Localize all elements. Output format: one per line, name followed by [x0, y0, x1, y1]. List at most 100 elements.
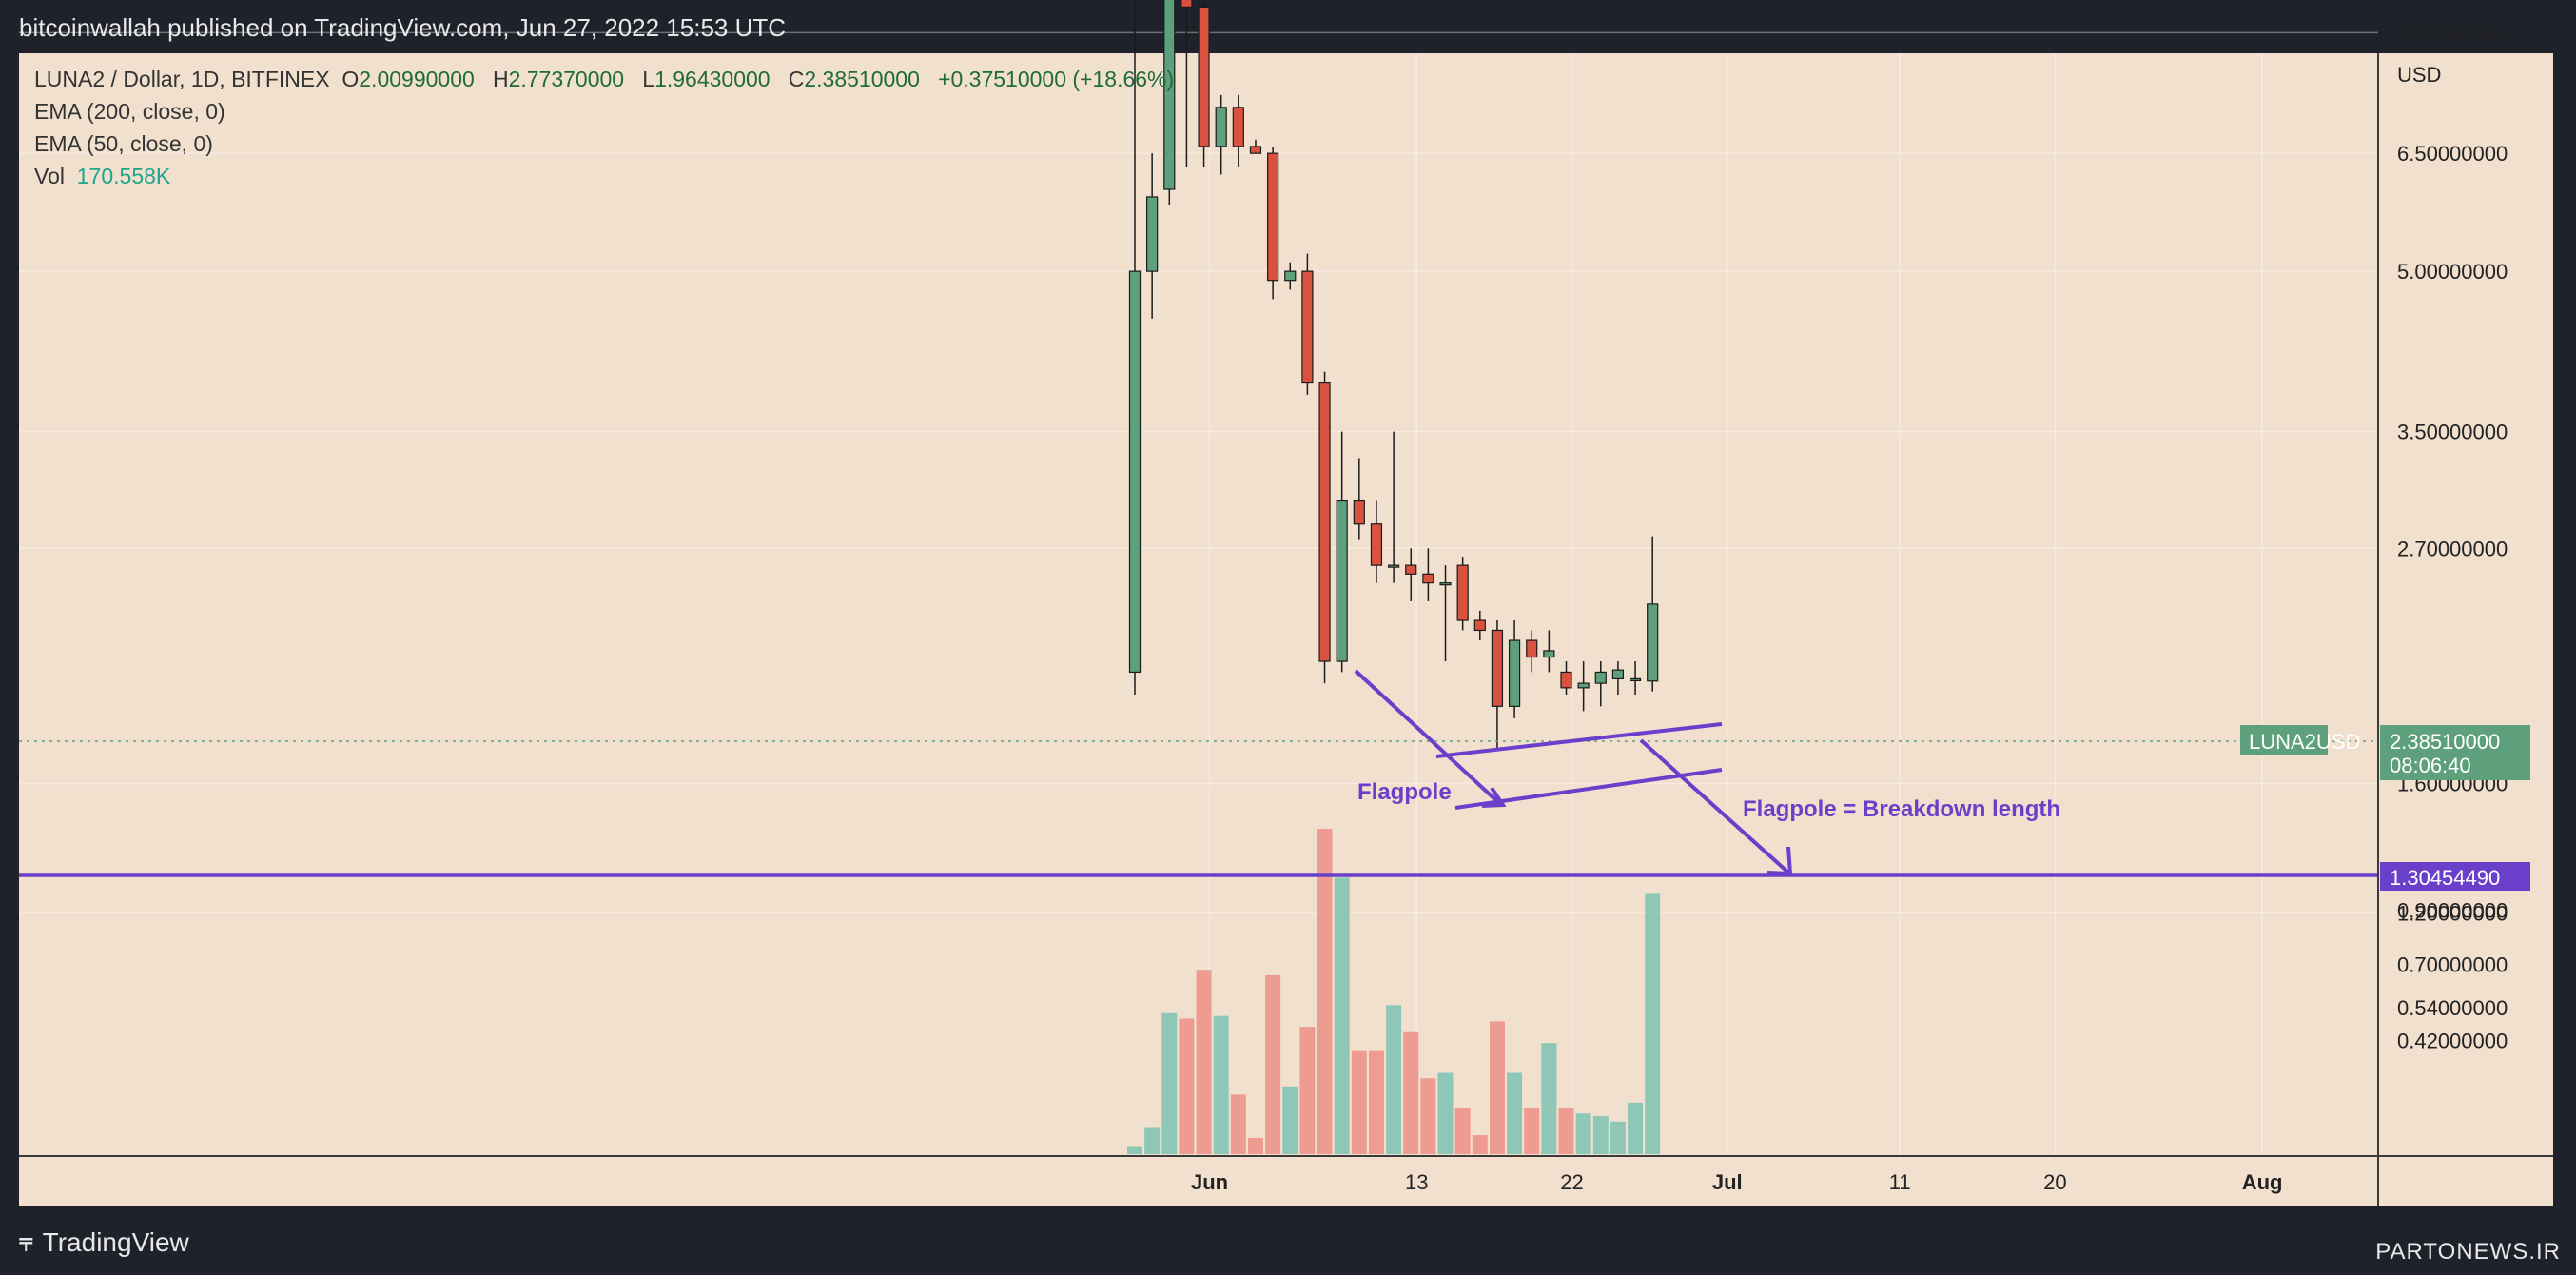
price-tag-value: 2.38510000: [2390, 730, 2500, 754]
volume-bar: [1196, 970, 1212, 1154]
legend-high: 2.77370000: [508, 67, 625, 91]
level-tag-value: 1.30454490: [2390, 866, 2500, 890]
volume-bar: [1541, 1043, 1557, 1154]
candle-body: [1163, 0, 1176, 190]
volume-bar: [1592, 1116, 1609, 1154]
volume-bar: [1247, 1137, 1263, 1154]
volume-tick-label: 0.70000000: [2397, 953, 2508, 977]
price-axis[interactable]: 39.5000000029.5000000021.5000000015.5000…: [2397, 0, 2519, 925]
level-tag-box: [2380, 862, 2530, 891]
legend-ema200[interactable]: EMA (200, close, 0): [34, 99, 225, 124]
legend-ohlc: LUNA2 / Dollar, 1D, BITFINEX O2.00990000…: [34, 67, 1174, 92]
candle-body: [1560, 671, 1572, 689]
volume-bar: [1575, 1113, 1591, 1154]
level-price-tag: 1.30454490: [2380, 862, 2530, 891]
price-tick-label: 8.50000000: [2397, 21, 2508, 45]
volume-bar: [1213, 1015, 1229, 1154]
price-tick-label: 3.50000000: [2397, 421, 2508, 444]
candle-body: [1508, 639, 1521, 707]
published-header: bitcoinwallah published on TradingView.c…: [0, 0, 2576, 53]
tradingview-logo[interactable]: ⫧ TradingView: [19, 1227, 189, 1258]
flag-upper-line: [1435, 722, 1723, 758]
flagpole-label: Flagpole: [1357, 779, 1452, 805]
volume-bar: [1558, 1108, 1574, 1154]
price-tag-countdown: 08:06:40: [2390, 754, 2471, 777]
volume-bar: [1420, 1078, 1436, 1154]
legend-low: 1.96430000: [654, 67, 771, 91]
volume-bar: [1437, 1072, 1454, 1154]
legend-close: 2.38510000: [804, 67, 920, 91]
volume-bars: [1127, 829, 1661, 1154]
candle-body: [1422, 573, 1434, 584]
candlesticks: [1128, 0, 1659, 752]
volume-bar: [1127, 1146, 1142, 1154]
volume-bar: [1368, 1050, 1384, 1154]
candle-body: [1181, 0, 1193, 9]
candle-body: [1215, 107, 1227, 147]
candle-body: [1232, 107, 1244, 147]
volume-bar: [1524, 1108, 1540, 1154]
tradingview-logo-icon: ⫧: [19, 1227, 33, 1257]
volume-bar: [1144, 1127, 1161, 1154]
volume-bar: [1299, 1027, 1316, 1154]
time-tick-label: 20: [2043, 1170, 2066, 1194]
volume-bar: [1403, 1031, 1419, 1154]
legend-volume[interactable]: Vol 170.558K: [34, 164, 170, 189]
time-axis[interactable]: Jun 13 22 Jul 11 20 Aug: [1191, 1170, 2282, 1194]
time-tick-label: 22: [1560, 1170, 1583, 1194]
price-tag-box: [2380, 725, 2530, 780]
volume-bar: [1265, 974, 1281, 1154]
volume-tick-label: 0.42000000: [2397, 1029, 2508, 1052]
candle-body: [1526, 639, 1538, 658]
candle-body: [1629, 677, 1642, 681]
legend-high-label: H: [492, 67, 509, 91]
candle-body: [1198, 6, 1210, 147]
candle-body: [1284, 270, 1297, 282]
published-text: bitcoinwallah published on TradingView.c…: [19, 13, 787, 42]
legend-open: 2.00990000: [359, 67, 475, 91]
candle-body: [1128, 270, 1142, 674]
legend-open-label: O: [342, 67, 360, 91]
price-tick-label: 5.00000000: [2397, 260, 2508, 284]
time-tick-label: 13: [1405, 1170, 1428, 1194]
candle-body: [1318, 382, 1331, 662]
volume-tick-label: 0.54000000: [2397, 996, 2508, 1020]
volume-bar: [1230, 1094, 1246, 1154]
volume-bar: [1472, 1135, 1488, 1154]
current-price-tag: LUNA2USD 2.38510000 08:06:40: [2240, 725, 2530, 780]
legend-change: +0.37510000 (+18.66%): [938, 67, 1175, 91]
time-tick-label: 11: [1889, 1170, 1911, 1194]
legend-ema50[interactable]: EMA (50, close, 0): [34, 131, 213, 156]
volume-bar: [1628, 1102, 1644, 1154]
tradingview-brand: TradingView: [42, 1227, 189, 1257]
breakdown-arrowhead: [1766, 846, 1793, 876]
legend-vol-value: 170.558K: [76, 164, 171, 188]
flagpole-arrowhead: [1481, 786, 1507, 808]
flagpole-line: [1354, 669, 1502, 806]
candle-body: [1301, 270, 1314, 384]
candle-body: [1439, 582, 1452, 586]
candle-body: [1370, 523, 1383, 566]
volume-bar: [1179, 1018, 1195, 1154]
volume-bar: [1610, 1121, 1626, 1154]
volume-bar: [1351, 1050, 1367, 1154]
volume-tick-label: 0.90000000: [2397, 899, 2508, 923]
legend-vol-label: Vol: [34, 164, 65, 188]
candle-body: [1473, 619, 1486, 632]
candle-body: [1594, 671, 1607, 684]
candle-body: [1611, 669, 1625, 679]
pattern-annotations[interactable]: Flagpole Flagpole = Breakdown length: [1354, 669, 2060, 876]
volume-bar: [1645, 893, 1661, 1154]
legend-symbol: LUNA2 / Dollar, 1D, BITFINEX: [34, 67, 330, 91]
footer-bar: ⫧ TradingView PARTONEWS.IR: [0, 1208, 2576, 1275]
candle-body: [1543, 650, 1555, 658]
time-tick-label: Aug: [2242, 1170, 2283, 1194]
candle-body: [1267, 152, 1279, 282]
legend-close-label: C: [788, 67, 805, 91]
volume-bar: [1317, 829, 1333, 1154]
symbol-tag: [2240, 725, 2328, 755]
price-chart[interactable]: Flagpole Flagpole = Breakdown length USD…: [0, 0, 2576, 1208]
volume-bar: [1454, 1108, 1471, 1154]
candle-body: [1387, 564, 1400, 568]
candle-body: [1336, 500, 1348, 662]
